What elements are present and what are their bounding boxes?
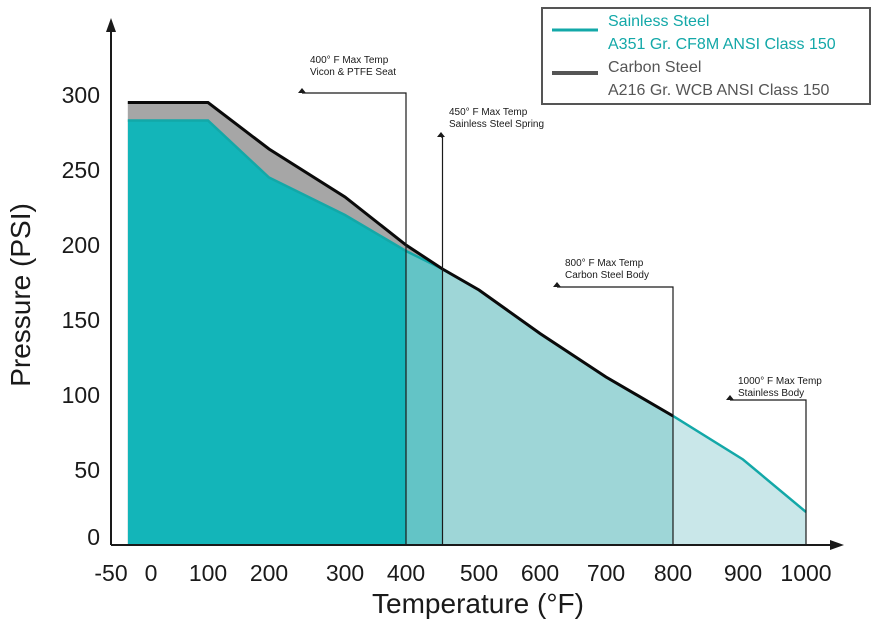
x-tick-label: 200 — [250, 560, 288, 586]
legend-carbon-desc: A216 Gr. WCB ANSI Class 150 — [608, 82, 830, 99]
annotation-leader — [730, 399, 807, 545]
y-tick-label: 200 — [62, 232, 100, 258]
legend-box — [541, 7, 871, 105]
temp-zone-0 — [127, 120, 407, 545]
x-tick-label: 900 — [724, 560, 762, 586]
annotation-text: Vicon & PTFE Seat — [310, 67, 396, 78]
annotation-marker — [437, 132, 445, 137]
legend-carbon-name: Carbon Steel — [608, 59, 701, 76]
y-axis-arrow — [106, 18, 116, 32]
axes — [106, 18, 844, 550]
y-tick-label: 150 — [62, 307, 100, 333]
y-tick-label: 100 — [62, 382, 100, 408]
annotation-marker — [553, 282, 561, 287]
carbon-steel-line — [127, 101, 674, 418]
x-tick-label: 400 — [387, 560, 425, 586]
y-tick-label: 250 — [62, 157, 100, 183]
legend-stainless-name: Sainless Steel — [608, 13, 709, 30]
annotation-marker — [298, 88, 306, 93]
x-tick-labels: -50 0 100 200 300 400 500 600 700 800 900 1000 — [94, 560, 831, 586]
annotation-marker — [726, 395, 734, 400]
x-tick-label: 1000 — [780, 560, 831, 586]
x-tick-label: 600 — [521, 560, 559, 586]
y-axis-title: Pressure (PSI) — [5, 203, 36, 387]
annotation-text: Sainless Steel Spring — [449, 119, 544, 130]
x-tick-label: 100 — [189, 560, 227, 586]
annotation-text: 800° F Max Temp — [565, 258, 644, 269]
y-tick-labels: 0 50 100 150 200 250 300 — [62, 82, 100, 550]
x-tick-label: 800 — [654, 560, 692, 586]
annotation-text: 1000° F Max Temp — [738, 376, 822, 387]
x-axis-arrow — [830, 540, 844, 550]
y-tick-label: 300 — [62, 82, 100, 108]
x-tick-label: -50 — [94, 560, 127, 586]
y-tick-label: 0 — [87, 524, 100, 550]
annotation-text: 450° F Max Temp — [449, 107, 528, 118]
x-tick-label: 300 — [326, 560, 364, 586]
x-tick-label: 0 — [145, 560, 158, 586]
annotation-text: Stainless Body — [738, 388, 804, 399]
annotation-text: 400° F Max Temp — [310, 55, 389, 66]
annotation-leader — [557, 286, 674, 545]
annotation-leader — [302, 92, 407, 545]
x-axis-title: Temperature (°F) — [372, 588, 584, 619]
legend-stainless-desc: A351 Gr. CF8M ANSI Class 150 — [608, 36, 836, 53]
annotation-text: Carbon Steel Body — [565, 270, 649, 281]
temp-zone-1 — [406, 120, 443, 545]
x-tick-label: 500 — [460, 560, 498, 586]
legend: Sainless Steel A351 Gr. CF8M ANSI Class … — [541, 7, 871, 105]
x-tick-label: 700 — [587, 560, 625, 586]
y-tick-label: 50 — [74, 457, 100, 483]
